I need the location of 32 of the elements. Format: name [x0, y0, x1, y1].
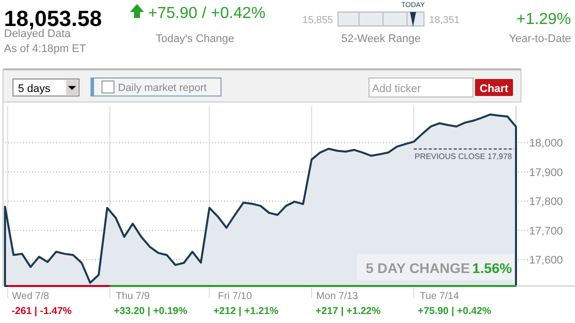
text: +217 | +1.22% — [316, 306, 381, 317]
text: Chart — [480, 83, 509, 95]
text: +1.29% — [516, 11, 571, 28]
text: +212 | +1.21% — [213, 306, 279, 317]
chart-title: 18,053.58 — [4, 6, 102, 31]
y-tick-label: 17,800 — [529, 196, 563, 208]
text: 5 days — [18, 83, 51, 95]
text: 15,855 — [302, 15, 334, 26]
text: 52-Week Range — [341, 33, 421, 45]
text: Add ticker — [372, 83, 422, 95]
text: As of 4:18pm ET — [4, 43, 86, 55]
x-tick-label: Mon 7/13 — [316, 291, 358, 302]
text: Year-to-Date — [509, 33, 571, 45]
y-tick-label: 18,000 — [529, 138, 563, 150]
text: Delayed Data — [4, 28, 72, 40]
x-tick-label: Tue 7/14 — [420, 291, 460, 302]
text: +75.90 / +0.42% — [148, 5, 266, 22]
x-tick-label: Fri 7/10 — [218, 291, 252, 302]
text: Today's Change — [156, 33, 234, 45]
text: Daily market report — [118, 82, 207, 94]
x-tick-label: Wed 7/8 — [12, 291, 50, 302]
x-tick-label: Thu 7/9 — [116, 291, 150, 302]
annotation: 5 DAY CHANGE — [366, 260, 470, 276]
y-tick-label: 17,600 — [529, 254, 563, 267]
text: +33.20 | +0.19% — [114, 306, 188, 317]
ref-line-label: PREVIOUS CLOSE 17,978 — [414, 152, 513, 162]
text: +75.90 | +0.42% — [418, 306, 492, 317]
y-tick-label: 17,700 — [529, 225, 563, 238]
y-tick-label: 17,900 — [529, 166, 563, 179]
text: -261 | -1.47% — [12, 306, 72, 317]
text: 18,351 — [429, 15, 460, 26]
annotation: 1.56% — [472, 260, 513, 276]
